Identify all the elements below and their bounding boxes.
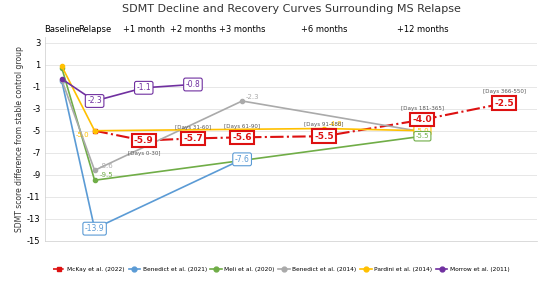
- Text: -4.8: -4.8: [329, 121, 343, 127]
- Text: -2.5: -2.5: [494, 99, 514, 108]
- Text: [Days 91-180]: [Days 91-180]: [304, 122, 344, 127]
- Text: -1.1: -1.1: [136, 83, 151, 92]
- Text: -5.5: -5.5: [314, 132, 334, 141]
- Title: SDMT Decline and Recovery Curves Surrounding MS Relapse: SDMT Decline and Recovery Curves Surroun…: [122, 4, 461, 14]
- Text: -8.6: -8.6: [100, 162, 113, 169]
- Text: -4.0: -4.0: [412, 115, 432, 124]
- Text: [Days 181-365]: [Days 181-365]: [401, 106, 444, 111]
- Text: -5.5: -5.5: [416, 133, 429, 139]
- Text: -0.8: -0.8: [185, 80, 200, 89]
- Text: -5.0: -5.0: [76, 132, 90, 138]
- Text: [Days 0-30]: [Days 0-30]: [128, 150, 160, 156]
- Text: -7.6: -7.6: [235, 155, 250, 164]
- Text: -5.7: -5.7: [183, 134, 203, 143]
- Text: -5.0: -5.0: [416, 128, 429, 134]
- Text: [Days 31-60]: [Days 31-60]: [175, 125, 211, 130]
- Text: -5.6: -5.6: [232, 133, 252, 142]
- Text: [Days 61-90]: [Days 61-90]: [224, 124, 260, 129]
- Text: -5.9: -5.9: [134, 136, 153, 145]
- Legend: McKay et al. (2022), Benedict et al. (2021), Meli et al. (2020), Benedict et al.: McKay et al. (2022), Benedict et al. (20…: [51, 265, 512, 275]
- Text: [Days 366-550]: [Days 366-550]: [483, 89, 526, 95]
- Text: -2.3: -2.3: [245, 94, 259, 100]
- Text: -9.5: -9.5: [100, 172, 113, 178]
- Y-axis label: SDMT score difference from stable control group: SDMT score difference from stable contro…: [15, 46, 24, 232]
- Text: -13.9: -13.9: [85, 224, 104, 233]
- Text: -2.3: -2.3: [87, 97, 102, 105]
